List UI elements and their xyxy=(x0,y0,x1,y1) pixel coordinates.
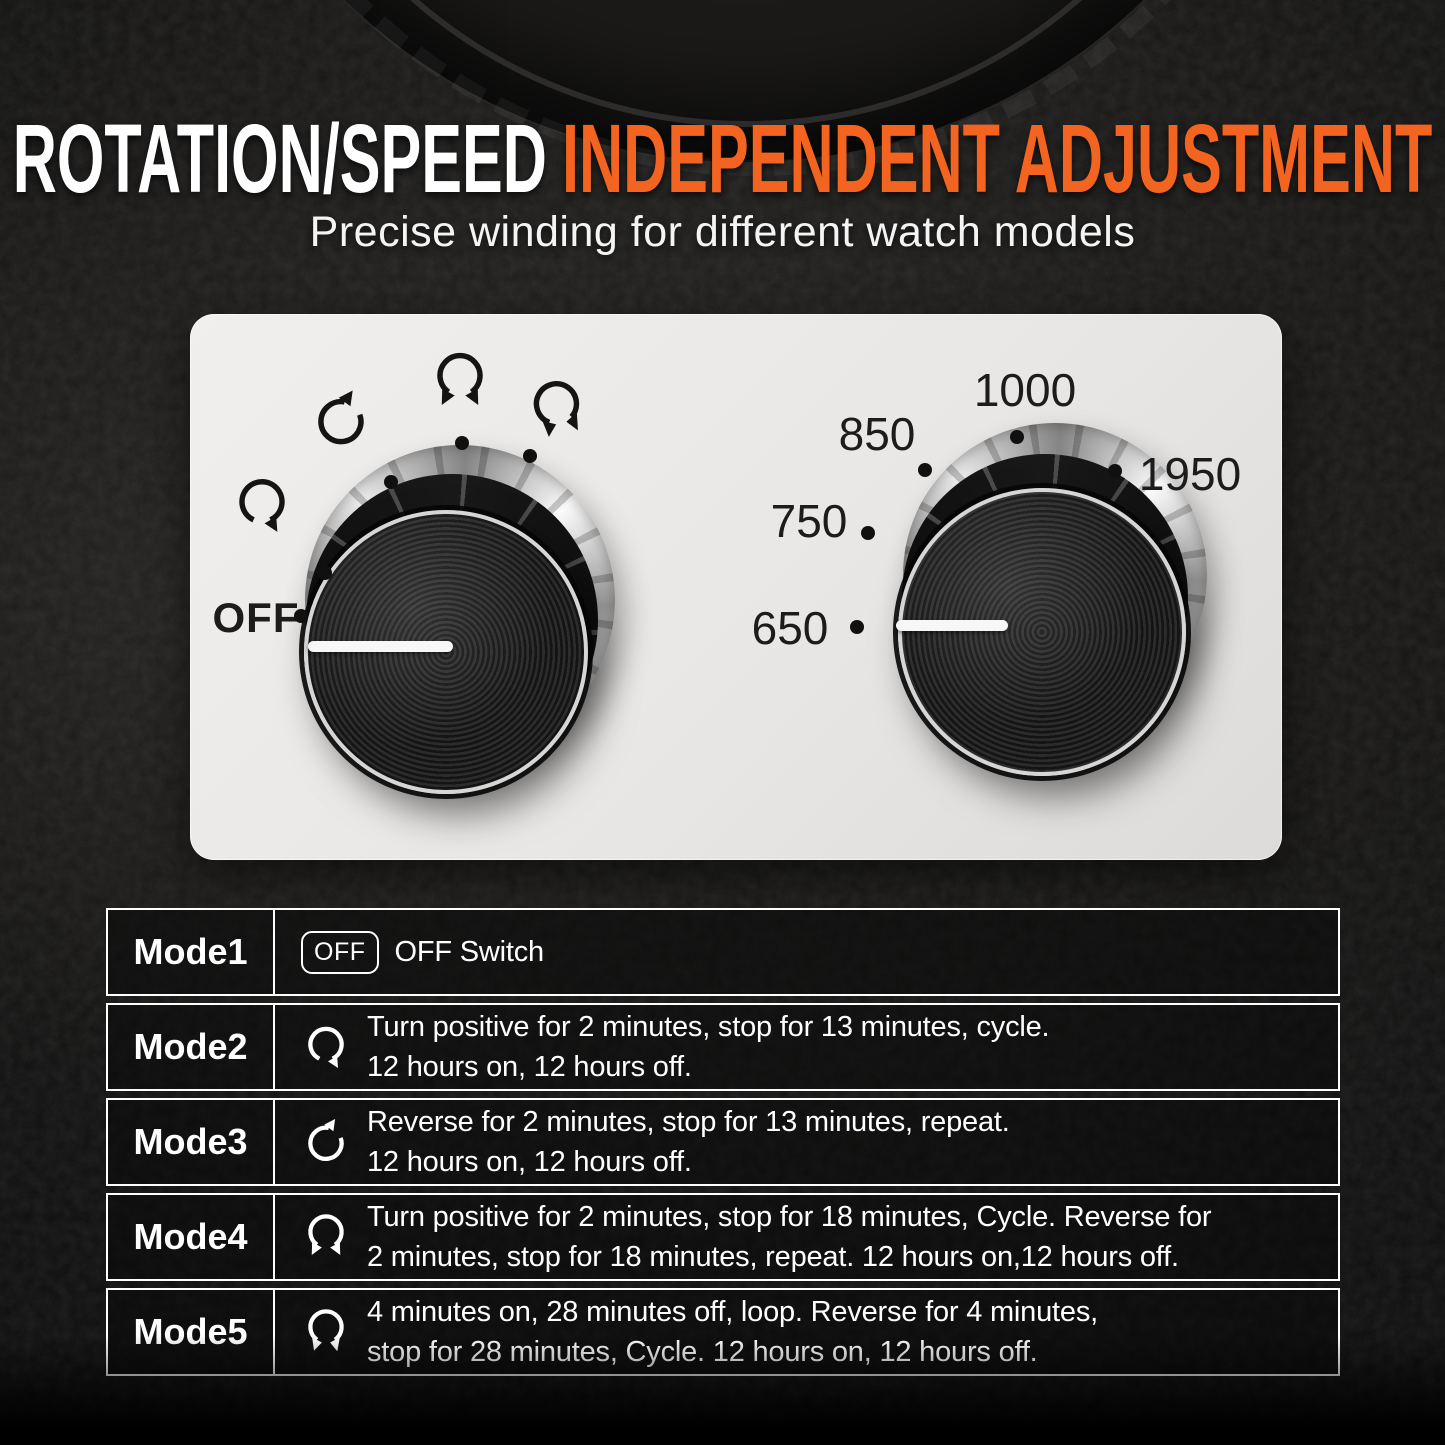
mode2-label: Mode2 xyxy=(108,1005,275,1089)
speed-850-dot xyxy=(918,463,932,477)
ccw-rotation-icon xyxy=(309,387,373,453)
mode4-description-line1: Turn positive for 2 minutes, stop for 18… xyxy=(367,1201,1212,1233)
mode2-description-cell: Turn positive for 2 minutes, stop for 13… xyxy=(275,1005,1338,1089)
rotation-knob[interactable] xyxy=(304,510,588,794)
speed-1000-dot xyxy=(1010,430,1024,444)
mode3-position-dot xyxy=(384,475,398,489)
table-row-mode4: Mode4 Turn positive for 2 minutes, stop … xyxy=(106,1193,1340,1281)
table-row-mode2: Mode2 Turn positive for 2 minutes, stop … xyxy=(106,1003,1340,1091)
mode4-description-line2: 2 minutes, stop for 18 minutes, repeat. … xyxy=(367,1241,1179,1273)
mode3-description-line2: 12 hours on, 12 hours off. xyxy=(367,1146,692,1178)
off-badge: OFF xyxy=(301,930,379,974)
off-label: OFF xyxy=(212,594,300,641)
modes-table: Mode1 OFF OFF Switch Mode2 Turn positive… xyxy=(106,908,1340,1376)
speed-label-850: 850 xyxy=(838,408,916,460)
control-panel: OFF 650 750 850 1000 1950 xyxy=(190,314,1282,860)
bidirectional-rotation-icon xyxy=(428,349,492,415)
page-title-orange: INDEPENDENT ADJUSTMENT xyxy=(561,104,1433,213)
page-title: ROTATION/SPEED INDEPENDENT ADJUSTMENT xyxy=(13,110,1433,207)
speed-label-1950: 1950 xyxy=(1138,448,1242,500)
mode3-label: Mode3 xyxy=(108,1100,275,1184)
speed-label-750: 750 xyxy=(770,495,848,547)
table-row-mode1: Mode1 OFF OFF Switch xyxy=(106,908,1340,996)
bottom-fade xyxy=(0,1335,1445,1445)
mode4-description-cell: Turn positive for 2 minutes, stop for 18… xyxy=(275,1195,1338,1279)
bidirectional-rotation-alt-icon xyxy=(519,370,597,450)
speed-label-1000: 1000 xyxy=(973,364,1077,416)
cw-rotation-icon xyxy=(301,1022,351,1072)
page-title-white: ROTATION/SPEED xyxy=(12,104,547,213)
rotation-knob-pointer xyxy=(308,641,453,652)
mode5-description-line1: 4 minutes on, 28 minutes off, loop. Reve… xyxy=(367,1296,1098,1328)
table-row-mode3: Mode3 Reverse for 2 minutes, stop for 13… xyxy=(106,1098,1340,1186)
speed-label-650: 650 xyxy=(751,602,829,654)
page-subtitle: Precise winding for different watch mode… xyxy=(309,208,1136,256)
off-position-dot xyxy=(294,609,308,623)
mode1-description: OFF Switch xyxy=(394,936,545,968)
ccw-rotation-icon xyxy=(301,1117,351,1167)
mode2-description-line2: 12 hours on, 12 hours off. xyxy=(367,1051,692,1083)
mode2-description-line1: Turn positive for 2 minutes, stop for 13… xyxy=(367,1011,1050,1043)
bidirectional-rotation-icon xyxy=(301,1212,351,1262)
mode2-position-dot xyxy=(318,566,332,580)
mode5-position-dot xyxy=(523,449,537,463)
mode1-label: Mode1 xyxy=(108,910,275,994)
cw-rotation-icon xyxy=(230,472,294,538)
speed-750-dot xyxy=(861,526,875,540)
mode4-position-dot xyxy=(455,436,469,450)
speed-1950-dot xyxy=(1108,464,1122,478)
mode4-label: Mode4 xyxy=(108,1195,275,1279)
mode3-description-line1: Reverse for 2 minutes, stop for 13 minut… xyxy=(367,1106,1010,1138)
speed-knob[interactable] xyxy=(898,488,1186,776)
speed-knob-pointer xyxy=(896,620,1008,631)
mode1-description-cell: OFF OFF Switch xyxy=(275,910,1338,994)
speed-650-dot xyxy=(850,620,864,634)
mode3-description-cell: Reverse for 2 minutes, stop for 13 minut… xyxy=(275,1100,1338,1184)
